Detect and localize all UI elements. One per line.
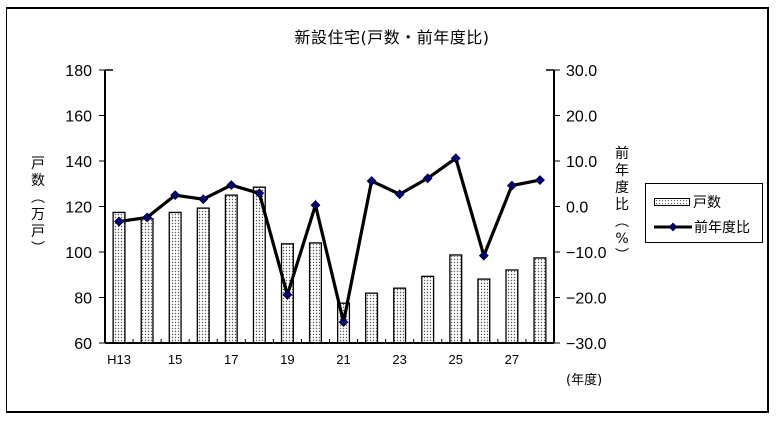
x-tick-label: H13 [107,352,131,367]
bar [224,194,238,344]
right-axis-label-char: 度 [615,180,629,196]
chart-frame [6,7,769,413]
bar [449,254,463,344]
bar [505,269,519,344]
chart-title: 新設住宅(戸数・前年度比) [294,28,490,47]
diamond-marker-icon [450,153,461,164]
left-tick-label: 160 [65,109,92,126]
diamond-marker-icon [394,189,405,200]
diamond-marker-icon [310,200,321,211]
right-tick-label: 10.0 [566,154,597,171]
legend-item-bar: 戸数 [654,192,721,212]
right-tick-label: −20.0 [566,291,607,308]
x-tick-label: 25 [449,352,463,367]
bar [140,218,154,344]
x-axis-unit-label: (年度) [566,373,603,388]
diamond-marker-icon [198,194,209,205]
right-axis-ticks: 30.0 20.0 10.0 0.0 −10.0 −20.0 −30.0 [554,63,607,353]
legend-item-line: 前年度比 [654,217,750,237]
left-axis-label-char: ︶ [31,241,45,257]
left-axis-label-char: 数 [31,173,45,189]
x-tick-label: 19 [280,352,294,367]
yoy-line [118,155,541,323]
left-axis-label: 戸数 ︵ 万戸 ︶ [30,156,46,258]
left-axis-label-char: ︵ [31,190,45,206]
left-tick-label: 60 [74,336,92,353]
diamond-marker-icon [170,190,181,201]
left-tick-label: 80 [74,291,92,308]
bar [112,211,126,344]
diamond-marker-icon [422,173,433,184]
bar [196,207,210,344]
diamond-marker-icon [282,289,293,300]
bar [365,292,379,344]
x-axis-ticks: H13 15 17 19 21 23 25 27 [107,352,519,367]
legend-bar-label: 戸数 [693,195,721,211]
right-axis-label: 前年度比 ︵% ︶ [614,146,630,265]
line-marker-icon [654,221,692,233]
right-axis-label-char: ︵ [615,214,629,230]
left-axis-ticks: 180 160 140 120 100 80 60 [65,63,105,353]
right-tick-label: 30.0 [566,63,597,80]
bar-swatch-icon [654,198,690,206]
line-series-yoy [114,153,545,327]
bar [421,275,435,344]
legend-line-label: 前年度比 [694,220,750,236]
right-axis-label-char: 年 [615,163,629,179]
diamond-marker-icon [535,175,545,186]
x-tick-label: 27 [505,352,519,367]
right-tick-label: −10.0 [566,245,607,262]
left-tick-label: 180 [65,63,92,80]
x-tick-label: 23 [392,352,406,367]
diamond-marker-icon [338,317,349,327]
left-tick-label: 100 [65,245,92,262]
bar [168,211,182,344]
x-tick-label: 15 [168,352,182,367]
right-axis-label-char: 比 [615,197,629,213]
bar [393,287,407,344]
right-tick-label: 0.0 [566,200,588,217]
right-tick-label: −30.0 [566,336,607,353]
right-axis-label-char: % [615,231,629,247]
left-tick-label: 140 [65,154,92,171]
left-axis-label-char: 戸 [31,224,45,240]
bar [477,278,491,344]
left-axis-label-char: 万 [31,207,45,223]
right-axis-label-char: ︶ [615,248,629,264]
diamond-marker-icon [506,180,517,191]
x-tick-label: 17 [224,352,238,367]
bar [308,242,323,344]
diamond-marker-icon [254,188,265,199]
diamond-marker-icon [478,250,489,261]
right-axis-label-char: 前 [615,146,629,162]
left-tick-label: 120 [65,200,92,217]
diamond-marker-icon [142,212,153,223]
legend: 戸数 前年度比 [645,183,763,243]
diamond-marker-icon [114,216,124,227]
diamond-marker-icon [366,176,377,186]
diamond-marker-icon [226,180,237,191]
right-tick-label: 20.0 [566,109,597,126]
left-axis-label-char: 戸 [31,156,45,172]
bar [533,257,547,344]
x-tick-label: 21 [336,352,350,367]
